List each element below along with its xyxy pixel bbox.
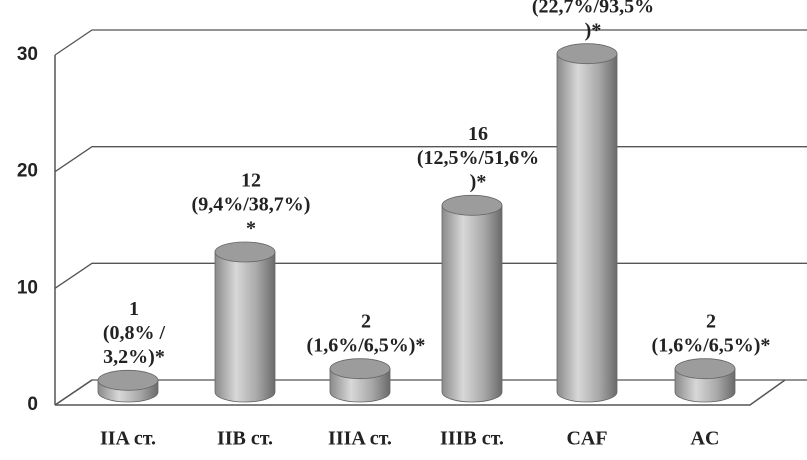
- bar-top: [214, 241, 276, 263]
- bar-top: [329, 358, 391, 380]
- data-label: 3,2%)*: [103, 346, 165, 368]
- bar-top: [441, 194, 503, 216]
- data-label: (9,4%/38,7%): [192, 194, 311, 216]
- data-label: (0,8% /: [103, 322, 166, 344]
- data-label: 1: [129, 298, 139, 320]
- bar: [214, 251, 276, 403]
- floor-front: [55, 379, 786, 406]
- data-label: )*: [585, 19, 602, 41]
- data-label: 2: [361, 310, 371, 332]
- y-tick-label: 0: [27, 394, 38, 415]
- data-label: )*: [470, 171, 487, 193]
- bar: [556, 53, 618, 403]
- bar-top: [556, 43, 618, 65]
- data-label: (22,7%/93,5%: [532, 0, 654, 17]
- x-tick-label: IIIB ст.: [440, 428, 504, 450]
- data-label: 16: [468, 123, 488, 145]
- data-label: (1,6%/6,5%)*: [307, 334, 426, 356]
- y-tick-label: 20: [17, 161, 38, 182]
- bar-top: [674, 358, 736, 380]
- bar: [441, 204, 503, 403]
- x-tick-label: IIIA ст.: [328, 428, 392, 450]
- data-label: (12,5%/51,6%: [417, 147, 539, 169]
- x-tick-label: IIA ст.: [100, 428, 156, 450]
- data-label: 12: [241, 170, 261, 192]
- data-label: *: [246, 218, 256, 240]
- data-label: 2: [706, 310, 716, 332]
- x-tick-label: AC: [691, 428, 720, 450]
- bar-top: [97, 369, 159, 391]
- x-tick-label: IIB ст.: [217, 428, 273, 450]
- y-tick-label: 30: [17, 44, 38, 65]
- grid-line: [54, 262, 807, 289]
- data-label: (1,6%/6,5%)*: [652, 334, 771, 356]
- x-tick-label: CAF: [566, 428, 607, 450]
- grid-line: [54, 29, 807, 56]
- y-tick-label: 10: [17, 277, 38, 298]
